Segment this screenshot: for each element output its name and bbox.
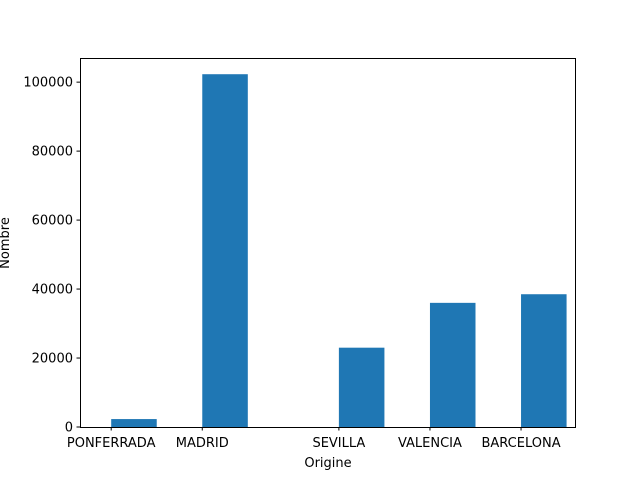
y-axis-label: Nombre — [0, 217, 13, 269]
y-tick-label: 0 — [65, 421, 73, 436]
x-tick-label: PONFERRADA — [67, 436, 156, 451]
bar-madrid — [202, 74, 248, 428]
y-tick-label: 60000 — [32, 214, 73, 229]
x-tick-label: BARCELONA — [481, 436, 560, 451]
x-tick-label: VALENCIA — [398, 436, 462, 451]
x-tick-label: MADRID — [176, 436, 229, 451]
bar-ponferrada — [111, 419, 157, 427]
y-tick-label: 40000 — [32, 283, 73, 298]
y-ticks-group: 0 20000 40000 60000 80000 100000 — [23, 76, 80, 436]
x-ticks-group: PONFERRADA MADRID SEVILLA VALENCIA BARCELONA — [67, 427, 561, 451]
y-tick-label: 80000 — [32, 145, 73, 160]
bar-barcelona — [521, 294, 567, 427]
x-tick-label: SEVILLA — [312, 436, 365, 451]
plot-frame — [80, 58, 576, 428]
y-tick-label: 100000 — [23, 76, 73, 91]
bar-valencia — [429, 302, 476, 427]
y-tick-label: 20000 — [32, 352, 73, 367]
bars-group — [111, 74, 567, 428]
bar-sevilla — [338, 347, 385, 427]
x-axis-label: Origine — [304, 456, 351, 471]
